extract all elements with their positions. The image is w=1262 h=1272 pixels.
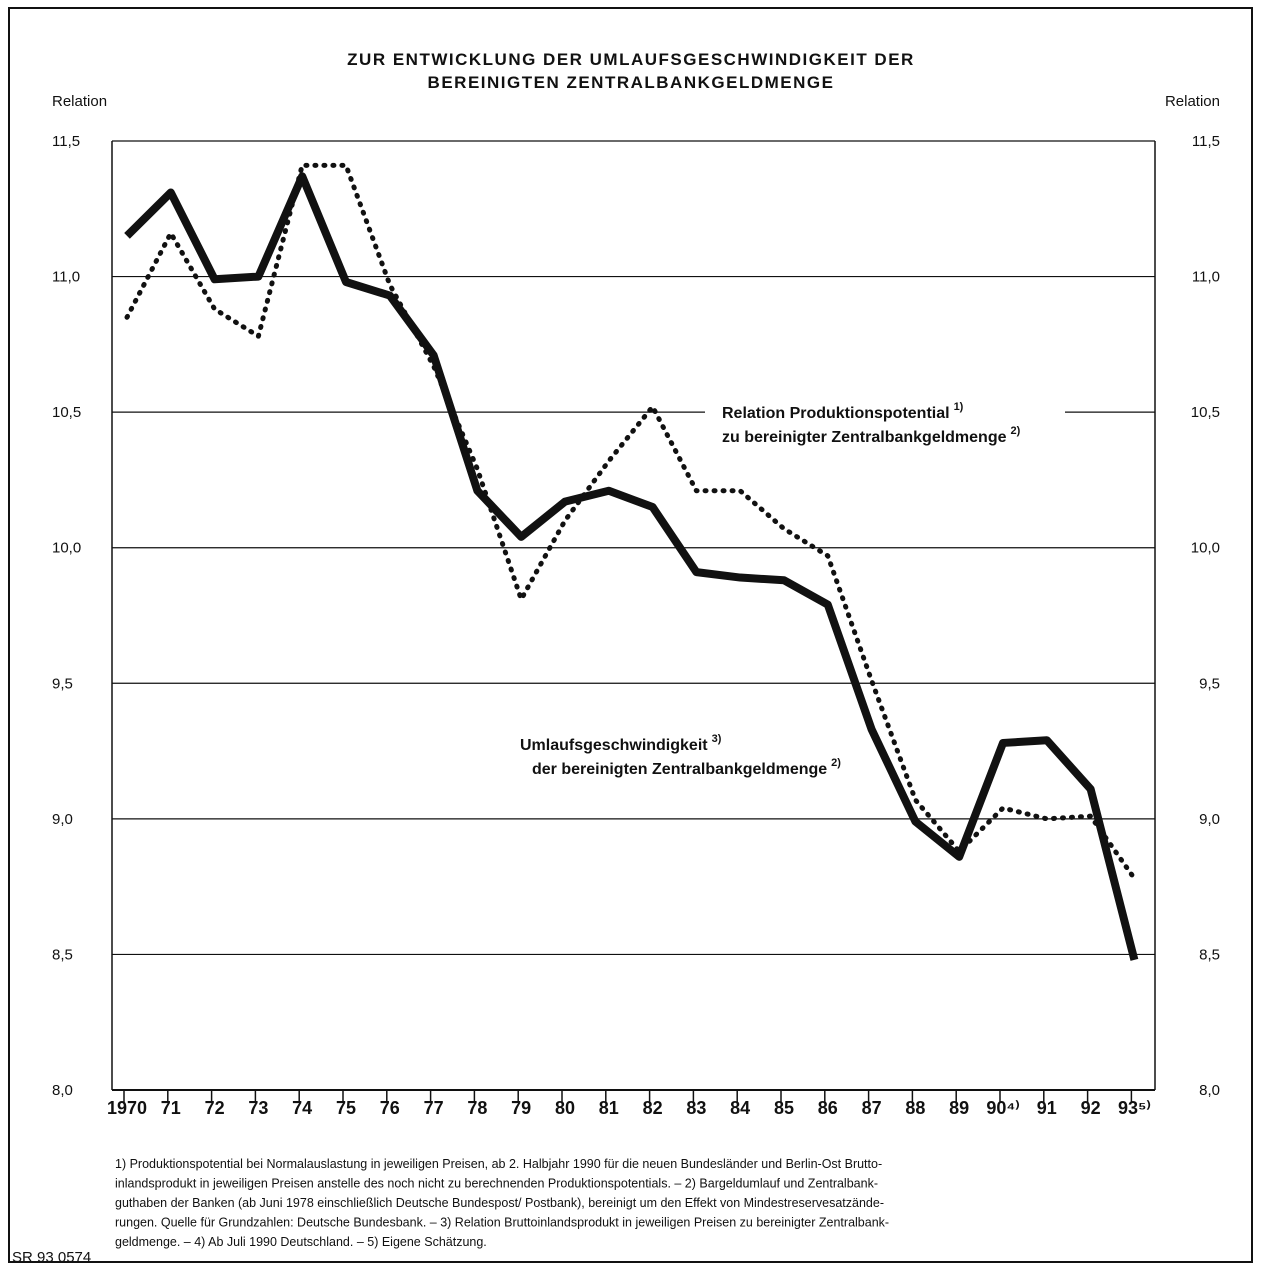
x-tick-label: 90⁴⁾	[986, 1098, 1019, 1118]
y2-tick-label: 11,5	[1192, 133, 1220, 150]
y-tick-label: 11,0	[52, 269, 80, 286]
x-tick-label: 74	[292, 1098, 312, 1118]
annotation-text: der bereinigten Zentralbankgeldmenge	[532, 761, 827, 778]
x-tick-label: 73	[248, 1098, 268, 1118]
annotation-sup: 3)	[712, 733, 722, 745]
annotation: zu bereinigter Zentralbankgeldmenge 2)	[722, 425, 1021, 446]
x-tick-label: 91	[1037, 1098, 1057, 1118]
x-tick-label: 85	[774, 1098, 794, 1118]
source: SR 93 0574	[12, 1249, 91, 1266]
x-tick-label: 75	[336, 1098, 356, 1118]
y-tick-label: 10,0	[52, 540, 81, 557]
y2-tick-label: 8,0	[1199, 1082, 1220, 1099]
x-tick-label: 93⁵⁾	[1118, 1098, 1151, 1118]
x-tick-label: 80	[555, 1098, 575, 1118]
y2-tick-label: 11,0	[1192, 269, 1220, 286]
frame	[8, 7, 1253, 1263]
chart-title: ZUR ENTWICKLUNG DER UMLAUFSGESCHWINDIGKE…	[347, 50, 915, 69]
annotation: der bereinigten Zentralbankgeldmenge 2)	[532, 757, 841, 778]
chart-title: BEREINIGTEN ZENTRALBANKGELDMENGE	[428, 73, 835, 92]
x-tick-label: 72	[205, 1098, 225, 1118]
y-axis-label: Relation	[52, 93, 107, 110]
y2-tick-label: 10,0	[1191, 540, 1220, 557]
annotation-text: Relation Produktionspotential	[722, 405, 950, 422]
annotation-sup: 1)	[954, 401, 964, 413]
x-tick-label: 81	[599, 1098, 619, 1118]
x-tick-label: 84	[730, 1098, 750, 1118]
x-tick-label: 1970	[107, 1098, 147, 1118]
annotation: Relation Produktionspotential 1)	[722, 401, 964, 422]
y2-tick-label: 10,5	[1191, 404, 1220, 421]
y-tick-label: 8,5	[52, 946, 73, 963]
y-tick-label: 11,5	[52, 133, 80, 150]
y-tick-label: 9,0	[52, 811, 73, 828]
y2-axis-label: Relation	[1165, 93, 1220, 110]
y2-tick-label: 8,5	[1199, 946, 1220, 963]
annotation-text: Umlaufsgeschwindigkeit	[520, 737, 708, 754]
x-tick-label: 76	[380, 1098, 400, 1118]
x-tick-label: 86	[818, 1098, 838, 1118]
footnote: guthaben der Banken (ab Juni 1978 einsch…	[115, 1196, 884, 1210]
x-tick-label: 71	[161, 1098, 181, 1118]
grid	[111, 140, 1156, 1102]
x-tick-label: 79	[511, 1098, 531, 1118]
y2-tick-label: 9,5	[1199, 675, 1220, 692]
x-tick-label: 89	[949, 1098, 969, 1118]
annotation-text: zu bereinigter Zentralbankgeldmenge	[722, 429, 1007, 446]
annotation: Umlaufsgeschwindigkeit 3)	[520, 733, 722, 754]
footnote: inlandsprodukt in jeweiligen Preisen ans…	[115, 1177, 878, 1191]
x-tick-label: 77	[424, 1098, 444, 1118]
y-tick-label: 9,5	[52, 675, 73, 692]
footnote: rungen. Quelle für Grundzahlen: Deutsche…	[115, 1216, 889, 1230]
annotation-backdrop	[705, 396, 1065, 448]
footnote: 1) Produktionspotential bei Normalauslas…	[115, 1157, 882, 1171]
labels: 8,0 8,0 8,5 8,5 9,0 9,0 9,5 9,5 10,0 10,0 10,5 10,5…	[12, 133, 1220, 1266]
x-tick-label: 78	[467, 1098, 487, 1118]
x-tick-label: 83	[686, 1098, 706, 1118]
y-tick-label: 8,0	[52, 1082, 73, 1099]
x-tick-label: 82	[643, 1098, 663, 1118]
annotation-sup: 2)	[1011, 425, 1021, 437]
x-tick-label: 88	[905, 1098, 925, 1118]
x-tick-label: 87	[862, 1098, 882, 1118]
y2-tick-label: 9,0	[1199, 811, 1220, 828]
annotation-sup: 2)	[831, 757, 841, 769]
series-line	[124, 172, 1139, 961]
x-tick-label: 92	[1081, 1098, 1101, 1118]
series-line	[124, 162, 1137, 882]
marks	[124, 162, 1139, 961]
y-tick-label: 10,5	[52, 404, 81, 421]
footnote: geldmenge. – 4) Ab Juli 1990 Deutschland…	[115, 1235, 487, 1249]
